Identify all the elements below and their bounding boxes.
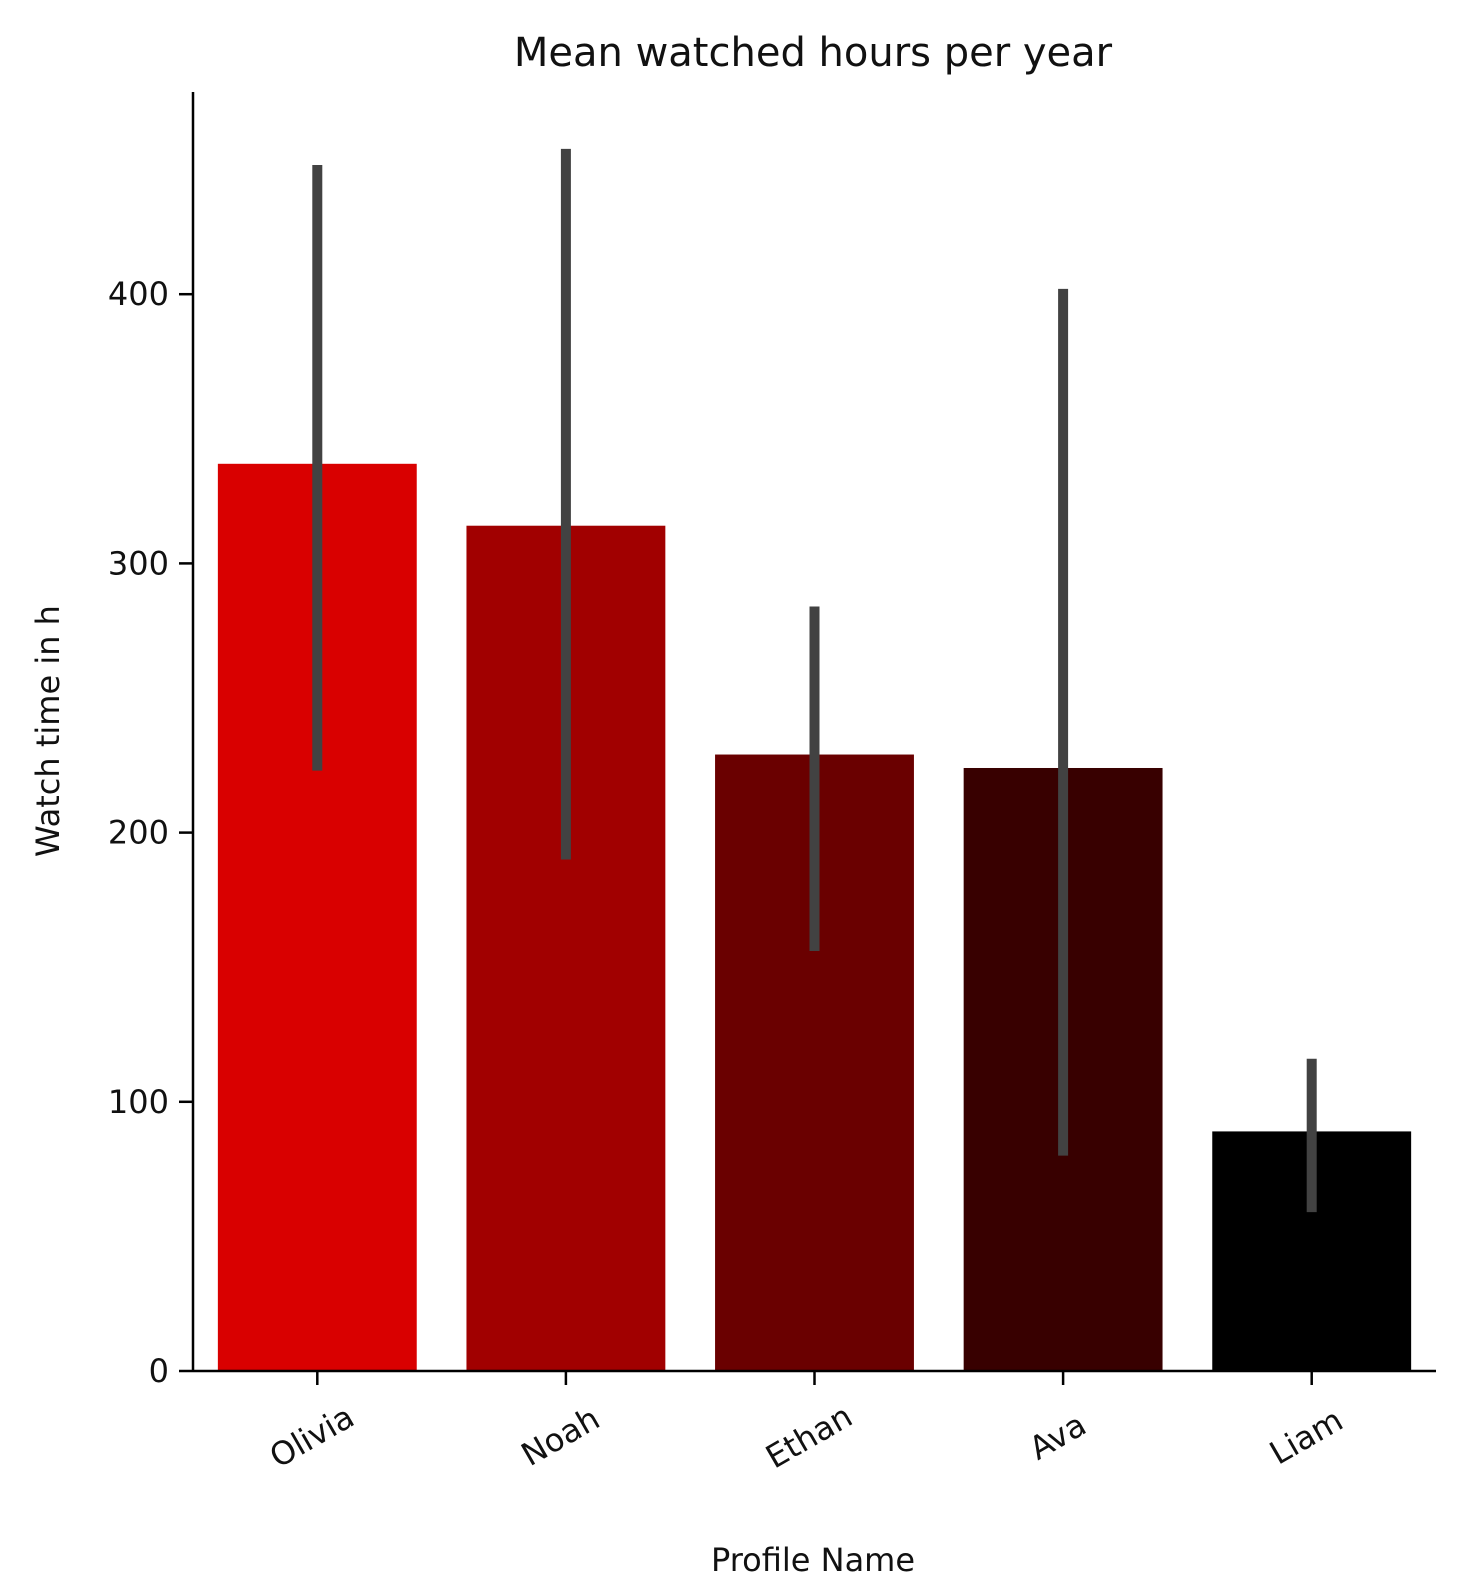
chart-title: Mean watched hours per year bbox=[514, 30, 1113, 76]
x-axis-title: Profile Name bbox=[711, 1541, 915, 1579]
x-tick-label: Ava bbox=[1023, 1405, 1093, 1467]
y-tick-label: 200 bbox=[108, 814, 169, 852]
x-ticks-layer: Olivia Noah Ethan Ava Liam bbox=[263, 1371, 1349, 1476]
y-axis-title: Watch time in h bbox=[29, 605, 67, 857]
x-tick-label: Ethan bbox=[759, 1397, 858, 1476]
x-tick-label: Liam bbox=[1263, 1401, 1349, 1473]
y-ticks-layer: 0 100 200 300 400 bbox=[108, 275, 193, 1390]
y-tick-label: 400 bbox=[108, 275, 169, 313]
error-bars-layer bbox=[312, 148, 1317, 1213]
x-tick-label: Olivia bbox=[263, 1397, 360, 1475]
y-tick-label: 100 bbox=[108, 1083, 169, 1121]
y-tick-label: 300 bbox=[108, 544, 169, 582]
x-tick-label: Noah bbox=[515, 1399, 606, 1474]
y-tick-label: 0 bbox=[149, 1352, 169, 1390]
